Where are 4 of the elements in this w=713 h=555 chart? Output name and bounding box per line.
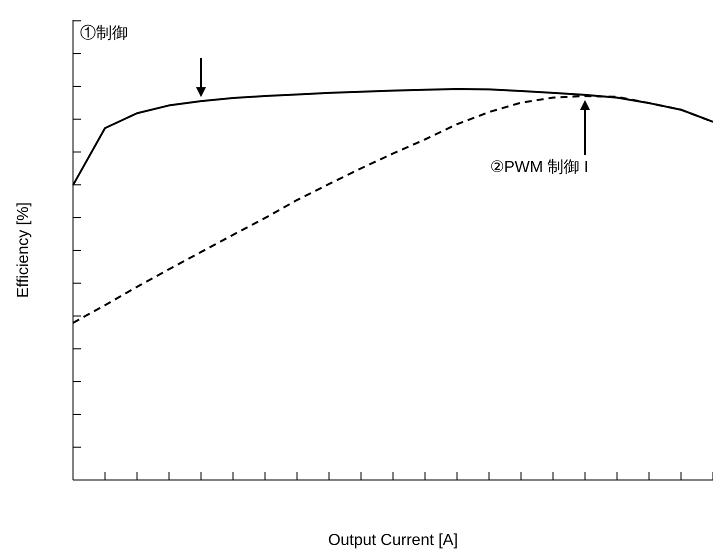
x-axis-title: Output Current [A] [328,532,458,549]
y-axis-title: Efficiency [%] [15,202,32,298]
legend-label: ①制御 [80,24,128,42]
text: ②PWM 制御 I [490,158,588,176]
